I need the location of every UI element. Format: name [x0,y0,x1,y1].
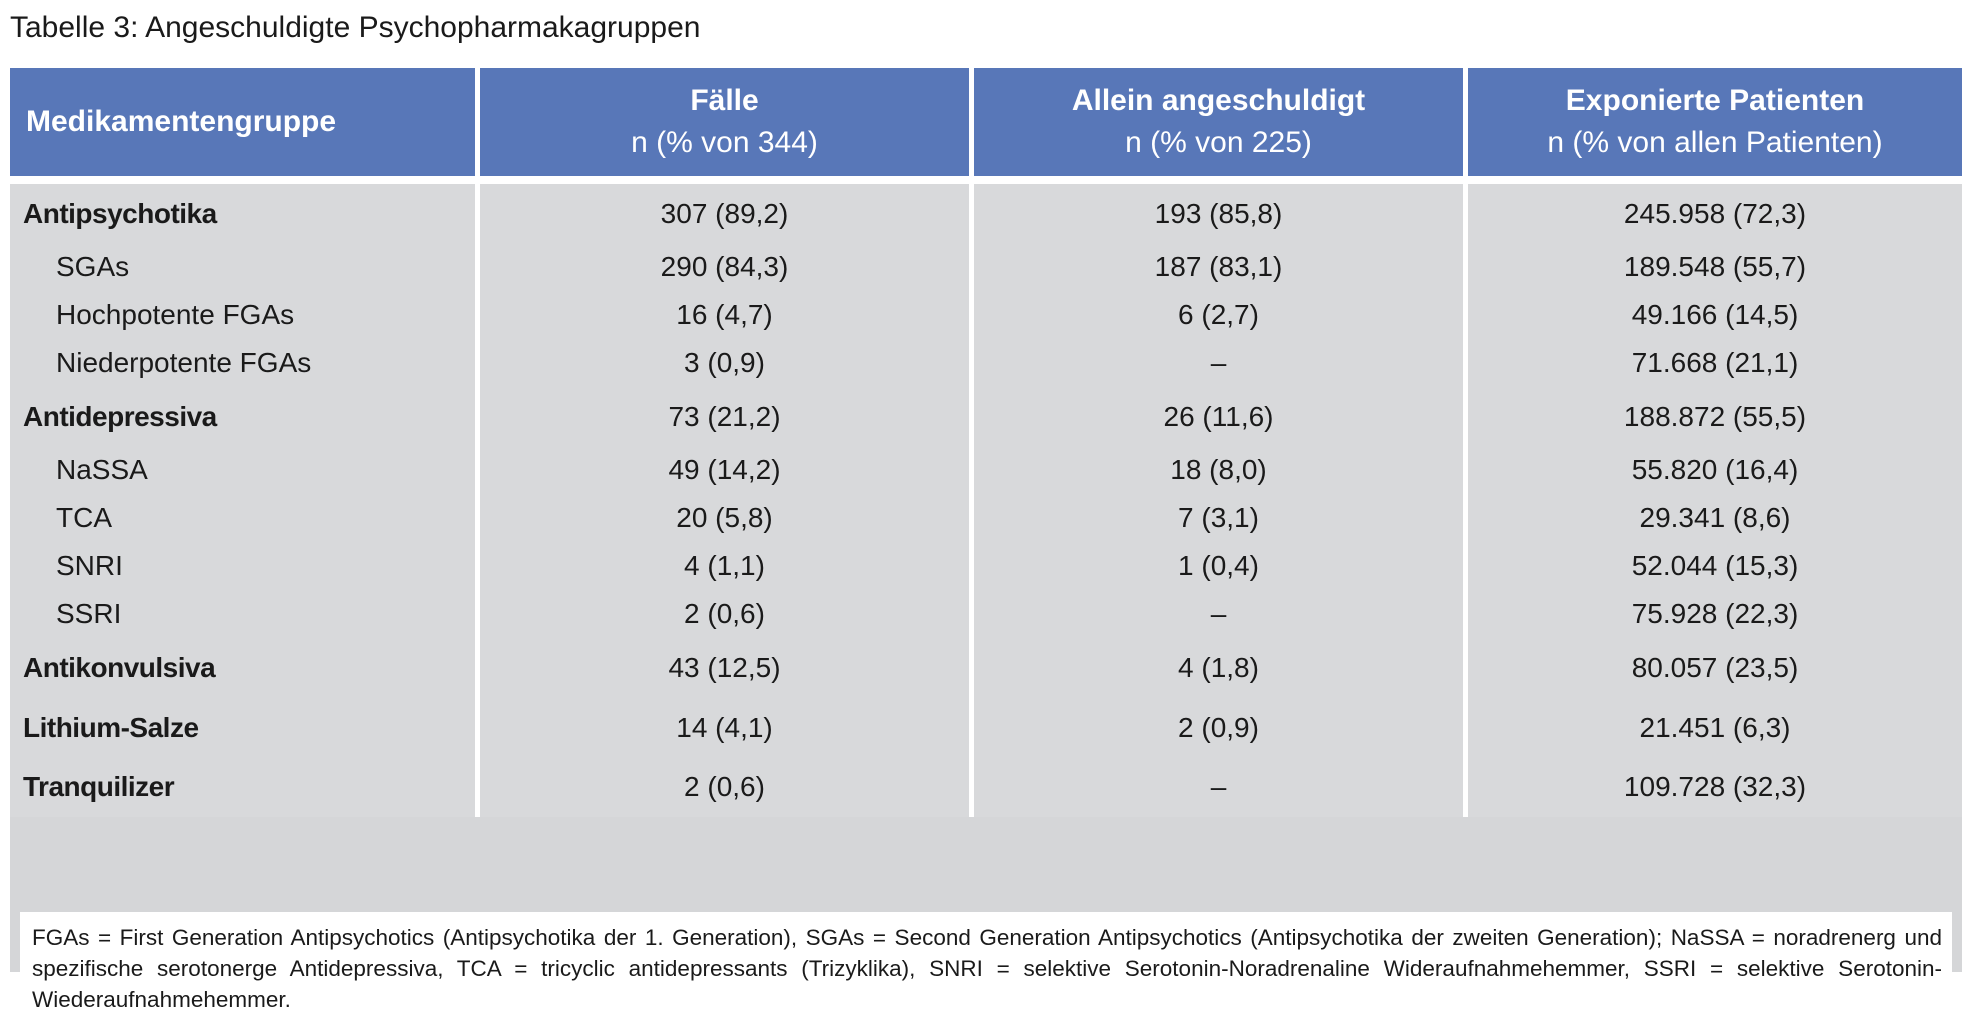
cell-exponiert: 80.057 (23,5) [1468,638,1962,698]
cell-allein: 6 (2,7) [974,291,1468,339]
cell-allein: 18 (8,0) [974,446,1468,494]
cell-allein: – [974,590,1468,638]
table-row: SSRI 2 (0,6) – 75.928 (22,3) [10,590,1962,638]
spacer-row [10,176,1962,184]
header-medikamentengruppe: Medikamentengruppe [10,68,480,176]
cell-allein: 2 (0,9) [974,698,1468,757]
header-allein: Allein angeschuldigt n (% von 225) [974,68,1468,176]
cell-allein: 187 (83,1) [974,243,1468,291]
header-label: Allein angeschuldigt [1071,84,1366,117]
row-name: TCA [10,494,480,542]
cell-faelle: 20 (5,8) [480,494,974,542]
table-row: SNRI 4 (1,1) 1 (0,4) 52.044 (15,3) [10,542,1962,590]
table-row: Niederpotente FGAs 3 (0,9) – 71.668 (21,… [10,339,1962,387]
row-name: NaSSA [10,446,480,494]
cell-allein: 193 (85,8) [974,184,1468,243]
table-row: TCA 20 (5,8) 7 (3,1) 29.341 (8,6) [10,494,1962,542]
header-sublabel: n (% von 225) [1125,126,1312,159]
cell-faelle: 290 (84,3) [480,243,974,291]
cell-exponiert: 29.341 (8,6) [1468,494,1962,542]
cell-allein: 26 (11,6) [974,387,1468,446]
cell-exponiert: 75.928 (22,3) [1468,590,1962,638]
cell-faelle: 73 (21,2) [480,387,974,446]
table-footnote: FGAs = First Generation Antipsychotics (… [20,912,1952,1028]
cell-faelle: 3 (0,9) [480,339,974,387]
cell-exponiert: 21.451 (6,3) [1468,698,1962,757]
cell-exponiert: 109.728 (32,3) [1468,757,1962,817]
cell-exponiert: 55.820 (16,4) [1468,446,1962,494]
table-row: Tranquilizer 2 (0,6) – 109.728 (32,3) [10,757,1962,817]
table-row: Antidepressiva 73 (21,2) 26 (11,6) 188.8… [10,387,1962,446]
header-label: Exponierte Patienten [1565,84,1865,117]
cell-allein: 4 (1,8) [974,638,1468,698]
cell-faelle: 43 (12,5) [480,638,974,698]
table-row: Lithium-Salze 14 (4,1) 2 (0,9) 21.451 (6… [10,698,1962,757]
row-name: Tranquilizer [10,757,480,817]
table-row: Antikonvulsiva 43 (12,5) 4 (1,8) 80.057 … [10,638,1962,698]
row-name: SNRI [10,542,480,590]
row-name: SSRI [10,590,480,638]
table-title: Tabelle 3: Angeschuldigte Psychopharmaka… [10,11,701,44]
header-label: Fälle [690,84,759,117]
header-exponiert: Exponierte Patienten n (% von allen Pati… [1468,68,1962,176]
table-frame: Medikamentengruppe Fälle n (% von 344) A… [10,68,1962,1028]
table-row: Antipsychotika 307 (89,2) 193 (85,8) 245… [10,184,1962,243]
cell-faelle: 49 (14,2) [480,446,974,494]
header-sublabel: n (% von allen Patienten) [1547,126,1883,159]
cell-faelle: 14 (4,1) [480,698,974,757]
row-name: Niederpotente FGAs [10,339,480,387]
table-row: NaSSA 49 (14,2) 18 (8,0) 55.820 (16,4) [10,446,1962,494]
cell-exponiert: 71.668 (21,1) [1468,339,1962,387]
row-name: Lithium-Salze [10,698,480,757]
row-name: Antidepressiva [10,387,480,446]
header-faelle: Fälle n (% von 344) [480,68,974,176]
row-name: Antikonvulsiva [10,638,480,698]
cell-exponiert: 52.044 (15,3) [1468,542,1962,590]
header-sublabel: n (% von 344) [631,126,818,159]
cell-faelle: 4 (1,1) [480,542,974,590]
cell-exponiert: 189.548 (55,7) [1468,243,1962,291]
cell-allein: – [974,757,1468,817]
table-row: Hochpotente FGAs 16 (4,7) 6 (2,7) 49.166… [10,291,1962,339]
cell-faelle: 307 (89,2) [480,184,974,243]
header-label: Medikamentengruppe [26,105,337,138]
cell-exponiert: 49.166 (14,5) [1468,291,1962,339]
row-name: Antipsychotika [10,184,480,243]
cell-faelle: 2 (0,6) [480,590,974,638]
cell-allein: 7 (3,1) [974,494,1468,542]
header-row: Medikamentengruppe Fälle n (% von 344) A… [10,68,1962,176]
cell-allein: – [974,339,1468,387]
row-name: Hochpotente FGAs [10,291,480,339]
cell-faelle: 2 (0,6) [480,757,974,817]
row-name: SGAs [10,243,480,291]
footnote-text: FGAs = First Generation Antipsychotics (… [32,925,1942,1012]
cell-exponiert: 188.872 (55,5) [1468,387,1962,446]
table-row: SGAs 290 (84,3) 187 (83,1) 189.548 (55,7… [10,243,1962,291]
data-table: Medikamentengruppe Fälle n (% von 344) A… [10,68,1962,817]
cell-exponiert: 245.958 (72,3) [1468,184,1962,243]
cell-allein: 1 (0,4) [974,542,1468,590]
cell-faelle: 16 (4,7) [480,291,974,339]
